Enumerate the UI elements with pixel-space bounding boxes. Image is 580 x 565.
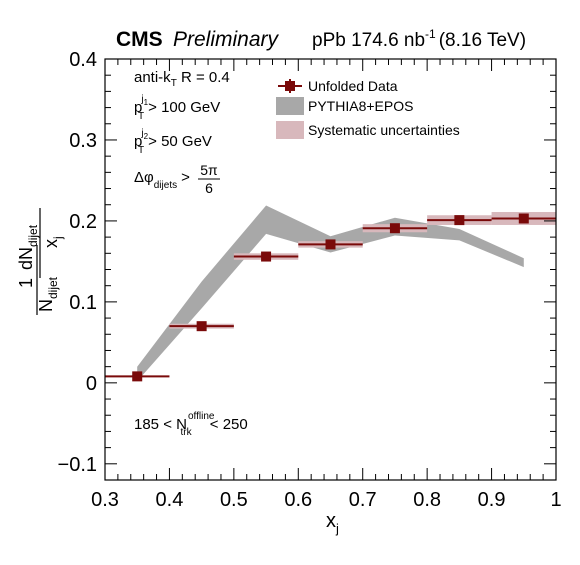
data-point [325,239,336,250]
x-tick-label: 0.4 [156,489,184,511]
legend-marker-data-square [285,81,295,91]
lumi-label: pPb 174.6 nb-1 (8.16 TeV) [312,27,526,51]
data-point-layer [105,213,556,382]
legend-label-data: Unfolded Data [308,78,398,94]
y-label-dn: dNdijet [16,224,40,270]
x-tick-label: 0.6 [284,489,312,511]
x-tick-label: 0.5 [220,489,248,511]
legend-label-pythia: PYTHIA8+EPOS [308,98,413,114]
x-tick-label: 0.7 [349,489,377,511]
data-point [518,213,529,224]
data-point [389,223,400,234]
cut-dphi-numerator: 5π [200,162,218,178]
y-tick-label: 0.4 [69,49,97,71]
data-point [132,371,143,382]
cut-algo: anti-kT R = 0.4 [134,69,230,89]
legend-marker-pythia [276,97,304,115]
x-tick-label: 1 [550,489,561,511]
y-label-one: 1 [16,278,36,288]
y-tick-label: 0.1 [69,292,97,314]
preliminary-label: Preliminary [173,28,280,51]
pythia-band [137,205,524,382]
x-tick-label: 0.8 [413,489,441,511]
x-tick-label: 0.9 [478,489,506,511]
cut-dphi-denominator: 6 [205,180,213,196]
legend: Unfolded Data PYTHIA8+EPOS Systematic un… [276,78,460,139]
legend-label-syst: Systematic uncertainties [308,122,460,138]
data-point [454,215,465,226]
cut-pt2: pj2 T> 50 GeV [134,128,212,156]
y-axis-label: 1 Ndijet dNdijet xj [16,208,65,315]
data-point [261,251,272,262]
cms-label: CMS [116,28,163,51]
x-tick-label: 0.3 [91,489,119,511]
plot-frame [104,58,557,481]
axis-ticks-layer: 0.3 0.4 0.5 0.6 0.7 0.8 0.9 1 −0.1 0 0.1 0.2 0.3 0.4 [58,49,562,511]
y-tick-label: 0.2 [69,211,97,233]
cut-dphi: Δφdijets > [134,169,190,191]
y-tick-label: 0 [86,373,97,395]
x-axis-label: xj [326,510,339,536]
y-tick-label: 0.3 [69,130,97,152]
y-label-x: xj [41,236,65,248]
pythia-band-layer [137,205,524,382]
cut-pt1: pj1 T> 100 GeV [134,94,220,122]
legend-marker-syst [276,121,304,139]
y-label-n: Ndijet [36,276,60,312]
data-point [196,321,207,332]
y-tick-label: −0.1 [58,454,97,476]
ntrk-label: 185 < Noffline trk < 250 [134,411,248,438]
